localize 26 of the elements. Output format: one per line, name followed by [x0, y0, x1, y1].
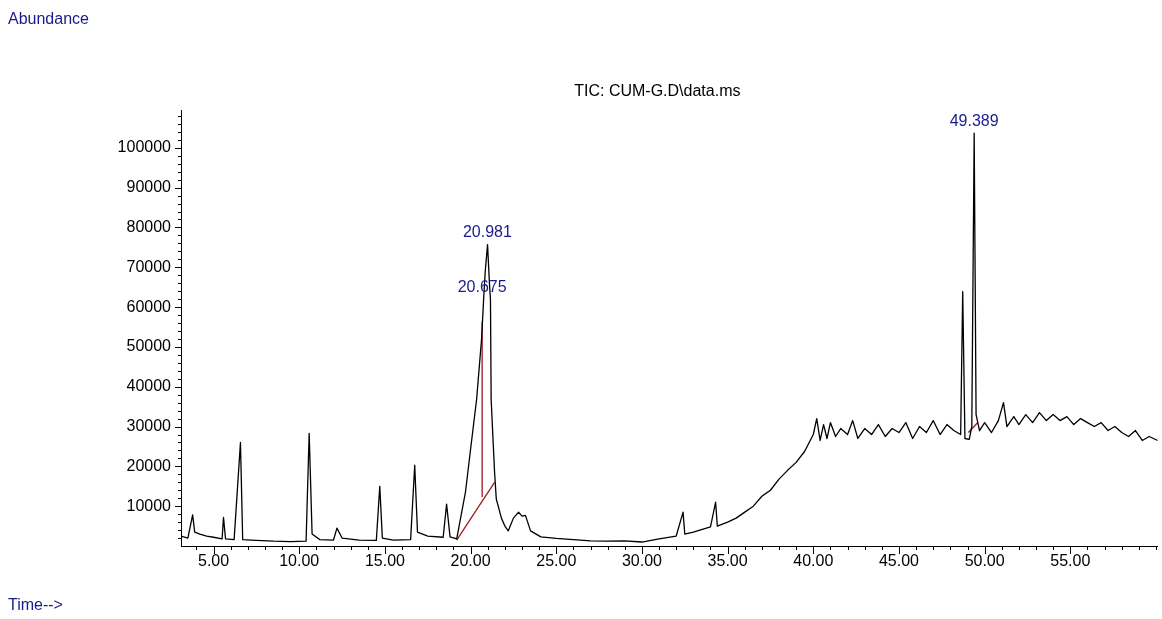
x-tick-label: 55.00	[1050, 552, 1091, 570]
annotation: 20.981	[462, 222, 512, 240]
y-tick-label: 40000	[126, 377, 172, 395]
y-tick-label: 90000	[126, 178, 172, 196]
y-tick-label: 10000	[126, 496, 172, 514]
annotation: 49.389	[949, 111, 999, 129]
x-tick-label: 40.00	[793, 552, 834, 570]
x-tick-label: 10.00	[279, 552, 320, 570]
y-tick-label: 30000	[126, 416, 172, 434]
chart-title: TIC: CUM-G.D\data.ms	[574, 82, 741, 100]
x-tick-label: 15.00	[364, 552, 406, 570]
y-tick-label: 50000	[126, 337, 172, 355]
x-tick-label: 50.00	[964, 552, 1005, 570]
x-tick-label: 25.00	[536, 552, 577, 570]
y-tick-label: 20000	[126, 456, 172, 474]
y-tick-label: 100000	[117, 138, 172, 156]
x-tick-label: 35.00	[707, 552, 748, 570]
y-tick-label: 80000	[126, 217, 172, 235]
x-tick-label: 30.00	[621, 552, 663, 570]
x-tick-label: 20.00	[450, 552, 491, 570]
x-tick-label: 5.00	[197, 552, 230, 570]
x-axis-title: Time-->	[8, 596, 63, 614]
text: Abundance	[8, 10, 89, 28]
y-tick-label: 60000	[126, 297, 172, 315]
y-tick-label: 70000	[126, 257, 172, 275]
x-tick-label: 45.00	[878, 552, 920, 570]
